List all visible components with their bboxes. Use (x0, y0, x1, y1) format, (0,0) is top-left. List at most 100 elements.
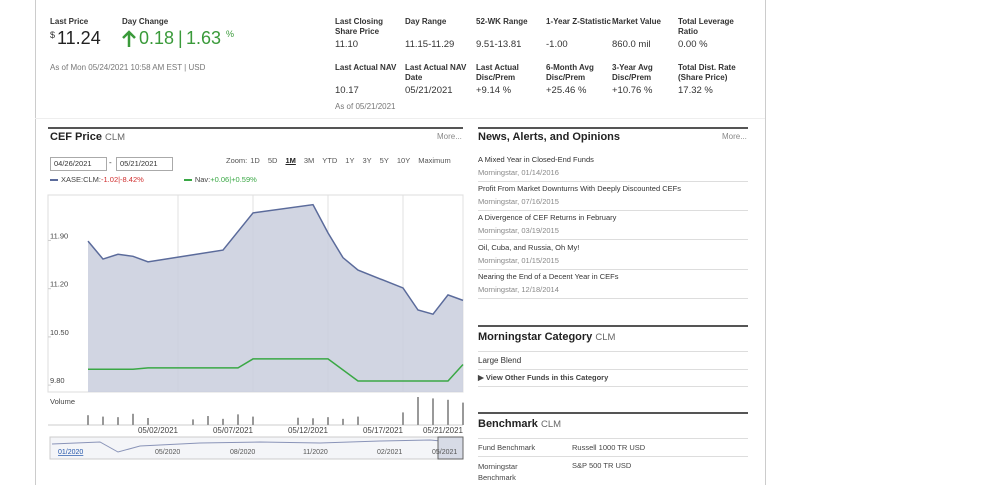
volume-bar (222, 418, 224, 425)
zoom-option[interactable]: 5Y (379, 156, 389, 165)
label: Day Change (122, 17, 169, 26)
stat-value: 11.10 (335, 39, 359, 50)
volume-bar (132, 413, 134, 425)
x-tick-label: 05/12/2021 (288, 426, 329, 435)
navigator-label: 05/2020 (155, 449, 180, 456)
volume-bar (237, 414, 239, 425)
zoom-option[interactable]: Maximum (418, 156, 451, 165)
rule (478, 127, 748, 129)
date-sep: - (109, 158, 112, 167)
section-title: Benchmark CLM (478, 418, 561, 430)
border (35, 0, 36, 485)
news-source: Morningstar, 01/14/2016 (478, 168, 559, 177)
zoom-option[interactable]: 10Y (396, 156, 411, 165)
volume-bar (117, 417, 119, 425)
stat-label: Total Leverage Ratio (678, 17, 734, 36)
bench-label: Morningstar Benchmark (478, 462, 518, 482)
volume-bar (357, 416, 359, 425)
title: Morningstar Category (478, 331, 593, 343)
navigator-label: 11/2020 (303, 449, 328, 456)
zoom-option[interactable]: 1M (285, 156, 296, 165)
stat-label: Day Range (405, 17, 447, 26)
stat-label: 3-Year Avg Disc/Prem (612, 63, 653, 82)
divider (478, 297, 748, 299)
more-link[interactable]: More... (722, 132, 747, 141)
stat-value: 860.0 mil (612, 39, 651, 50)
series-line (88, 358, 464, 382)
navigator-window (437, 436, 464, 460)
zoom-option[interactable]: YTD (322, 156, 338, 165)
news-title[interactable]: A Mixed Year in Closed-End Funds (478, 155, 594, 164)
volume-bar (312, 418, 314, 425)
y-tick-label: 10.50 (50, 328, 69, 337)
legend-name: Nav: (194, 175, 211, 184)
stat-label: 6-Month Avg Disc/Prem (546, 63, 594, 82)
currency: $ (50, 30, 56, 40)
link-text[interactable]: View Other Funds in this Category (485, 373, 609, 382)
date-input[interactable]: 05/21/2021 (116, 157, 173, 171)
zoom-option[interactable]: 3M (303, 156, 315, 165)
date-input[interactable]: 04/26/2021 (50, 157, 107, 171)
zoom-option[interactable]: 3Y (362, 156, 372, 165)
volume-bar (87, 415, 89, 425)
x-tick-label: 05/21/2021 (423, 426, 464, 435)
legend-change: +0.06|+0.59% (210, 175, 257, 184)
news-title[interactable]: A Divergence of CEF Returns in February (478, 213, 617, 223)
rule (478, 412, 748, 414)
stat-value: 11.15-11.29 (405, 39, 455, 50)
volume-bar (147, 418, 149, 425)
divider (478, 239, 748, 241)
separator: | (178, 28, 183, 48)
news-title[interactable]: Oil, Cuba, and Russia, Oh My! (478, 242, 580, 252)
zoom-option[interactable]: 1D (250, 156, 260, 165)
x-tick-label: 05/17/2021 (363, 426, 404, 435)
volume-bar (432, 398, 434, 425)
volume-label: Volume (50, 397, 75, 406)
news-title[interactable]: Profit From Market Downturns With Deeply… (478, 184, 681, 194)
change: 0.18 (139, 28, 175, 48)
stat-value: 17.32 % (678, 85, 713, 96)
zoom: Zoom: 1D 5D 1M 3M YTD 1Y 3Y 5Y 10Y Maximum (226, 156, 451, 165)
news-title[interactable]: Nearing the End of a Decent Year in CEFs (478, 271, 619, 281)
zoom-option[interactable]: 5D (267, 156, 278, 165)
stat-value: +25.46 % (546, 85, 587, 96)
label: Last Price (50, 17, 89, 26)
stat-label: 1-Year Z-Statistic (546, 17, 611, 26)
x-tick-label: 05/02/2021 (138, 426, 179, 435)
y-tick-label: 11.20 (50, 280, 68, 289)
divider (478, 386, 748, 387)
divider (478, 369, 748, 370)
as-of: As of Mon 05/24/2021 10:58 AM EST | USD (50, 63, 206, 72)
legend-swatch (50, 179, 58, 182)
stat-value: +9.14 % (476, 85, 512, 96)
divider (478, 268, 748, 270)
legend-swatch (183, 179, 192, 182)
news-source: Morningstar, 03/19/2015 (478, 226, 559, 236)
news-source: Morningstar, 01/15/2015 (478, 255, 559, 265)
category-value: Large Blend (478, 356, 522, 365)
divider (478, 456, 748, 457)
stat-value: -1.00 (546, 39, 568, 50)
bench-label: Fund Benchmark (478, 443, 536, 452)
price-chart: 05/02/2021 05/07/2021 05/12/2021 05/17/2021… (47, 194, 464, 460)
ticker: CLM (595, 332, 616, 343)
navigator-label[interactable]: 01/2020 (58, 449, 83, 456)
navigator-line (51, 439, 464, 453)
volume-bar (327, 417, 329, 425)
title: CEF Price (50, 131, 102, 143)
as-of: As of 05/21/2021 (335, 102, 396, 111)
x-tick-label: 05/07/2021 (213, 426, 254, 435)
zoom-label: Zoom: (226, 156, 248, 165)
ticker: CLM (540, 419, 562, 430)
zoom-option[interactable]: 1Y (345, 156, 355, 165)
series-line (87, 203, 464, 316)
up-arrow (122, 30, 136, 47)
volume-bar (447, 399, 449, 425)
category-link[interactable]: ▶ View Other Funds in this Category (478, 373, 609, 382)
stat-label: Last Closing Share Price (335, 17, 384, 36)
volume-bar (462, 402, 464, 425)
divider (478, 181, 748, 182)
more-link[interactable]: More... (437, 132, 462, 141)
legend-change: -1.02|-8.42% (101, 175, 144, 184)
volume-bar (102, 416, 104, 425)
